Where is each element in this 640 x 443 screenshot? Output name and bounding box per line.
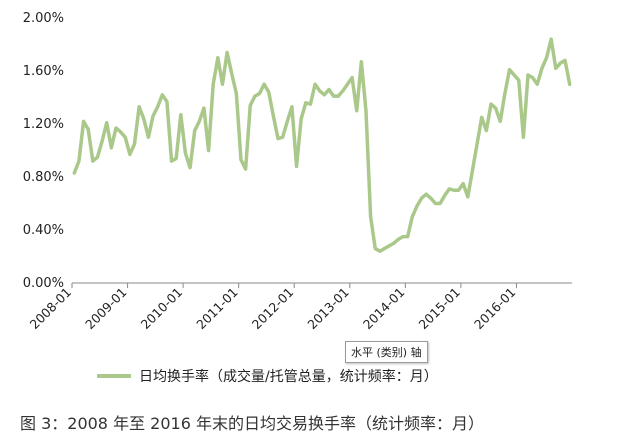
x-tick-label: 2016-01 <box>471 285 519 333</box>
x-tick-label: 2013-01 <box>304 285 352 333</box>
figure-caption: 图 3：2008 年至 2016 年末的日均交易换手率（统计频率：月） <box>20 414 484 433</box>
y-tick-label: 1.20% <box>23 117 64 132</box>
axis-tooltip: 水平 (类别) 轴 <box>345 341 428 363</box>
x-tick-label: 2010-01 <box>138 285 186 333</box>
x-tick-label: 2009-01 <box>82 285 130 333</box>
x-tick-label: 2008-01 <box>27 285 75 333</box>
legend-swatch <box>97 374 131 378</box>
x-tick-label: 2011-01 <box>193 285 241 333</box>
legend-label: 日均换手率（成交量/托管总量，统计频率：月） <box>139 369 438 385</box>
x-axis-ticks: 2008-01 2009-01 2010-01 2011-01 2012-01 2013-… <box>27 283 519 332</box>
y-tick-label: 0.40% <box>23 223 64 238</box>
x-tick-label: 2014-01 <box>360 285 408 333</box>
y-tick-label: 2.00% <box>23 11 64 26</box>
x-tick-label: 2015-01 <box>415 285 463 333</box>
y-tick-label: 0.80% <box>23 170 64 185</box>
x-tick-label: 2012-01 <box>249 285 297 333</box>
y-axis-ticks: 0.00% 0.40% 0.80% 1.20% 1.60% 2.00% <box>23 11 64 291</box>
turnover-line-chart: 0.00%0.40%0.80%1.20%1.60%2.00% 2008-01 20… <box>23 11 572 332</box>
y-tick-label: 0.00% <box>23 276 64 291</box>
chart-legend: 日均换手率（成交量/托管总量，统计频率：月） <box>97 366 438 386</box>
series-line-turnover <box>72 37 572 253</box>
y-tick-label: 1.60% <box>23 64 64 79</box>
